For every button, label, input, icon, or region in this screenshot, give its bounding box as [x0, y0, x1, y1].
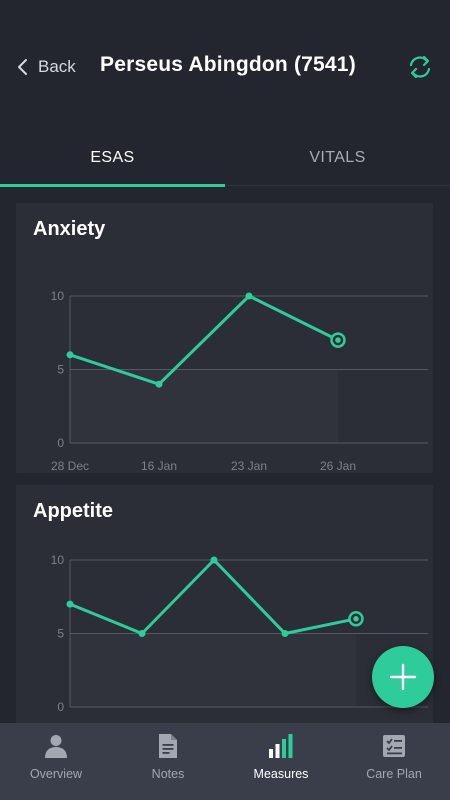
- data-point: [66, 351, 74, 359]
- y-tick-label: 5: [57, 627, 64, 641]
- document-icon: [159, 734, 177, 758]
- nav-care-plan[interactable]: Care Plan: [338, 723, 450, 800]
- appetite-chart-card[interactable]: 0 5 10 Appetite: [16, 485, 433, 723]
- y-tick-label: 0: [57, 436, 64, 450]
- data-point: [281, 630, 289, 637]
- sync-icon[interactable]: [405, 53, 435, 81]
- data-point: [210, 556, 218, 564]
- page-title: Perseus Abingdon (7541): [100, 53, 356, 76]
- back-button[interactable]: Back: [16, 54, 76, 80]
- y-tick-label: 10: [51, 289, 65, 303]
- nav-measures-label: Measures: [253, 767, 309, 781]
- nav-overview[interactable]: Overview: [0, 723, 112, 800]
- tab-vitals[interactable]: VITALS: [225, 130, 450, 186]
- nav-notes-label: Notes: [151, 767, 185, 781]
- tab-bar: ESAS VITALS: [0, 130, 450, 187]
- chart-title: Appetite: [33, 500, 113, 522]
- data-point: [138, 630, 146, 637]
- data-point: [245, 292, 253, 300]
- checklist-icon: [383, 735, 405, 757]
- nav-care-plan-label: Care Plan: [366, 767, 422, 781]
- x-tick-label: 28 Dec: [51, 459, 89, 473]
- nav-notes[interactable]: Notes: [112, 723, 224, 800]
- nav-overview-label: Overview: [29, 767, 83, 781]
- chart-shade: [70, 369, 338, 443]
- nav-measures[interactable]: Measures: [225, 723, 337, 800]
- x-tick-label: 23 Jan: [231, 459, 267, 473]
- y-tick-label: 5: [57, 363, 64, 377]
- latest-data-point-center: [353, 616, 359, 622]
- anxiety-chart: 0 5 10 28 Dec 16 Jan 23 Jan 26 Jan: [51, 289, 428, 473]
- series-line: [69, 294, 339, 386]
- measures-scroll-area[interactable]: 0 5 10 28 Dec 16 Jan 23 Jan 26 Jan Anxiety 0 5 1…: [0, 187, 450, 723]
- anxiety-chart-card[interactable]: 0 5 10 28 Dec 16 Jan 23 Jan 26 Jan Anxiety: [16, 203, 433, 473]
- active-tab-indicator: [0, 184, 225, 187]
- chart-title: Anxiety: [33, 218, 106, 240]
- tab-esas-label: ESAS: [90, 149, 135, 166]
- data-point: [155, 380, 163, 388]
- app-header: Back Perseus Abingdon (7541): [0, 0, 450, 130]
- person-icon: [45, 735, 67, 758]
- x-tick-label: 26 Jan: [320, 459, 356, 473]
- back-label: Back: [38, 57, 76, 76]
- chevron-left-icon: [18, 59, 27, 75]
- series-line: [69, 558, 357, 635]
- chart-shade: [70, 633, 356, 707]
- bottom-navigation: Overview Notes Measures Care Plan: [0, 723, 450, 800]
- data-point: [66, 600, 74, 608]
- appetite-chart: 0 5 10: [51, 553, 428, 714]
- plus-icon: [389, 663, 417, 691]
- bar-chart-icon: [269, 734, 293, 758]
- latest-data-point-center: [335, 337, 341, 343]
- x-tick-label: 16 Jan: [141, 459, 177, 473]
- y-tick-label: 10: [51, 553, 65, 567]
- tab-vitals-label: VITALS: [309, 149, 366, 166]
- add-measure-button[interactable]: [372, 646, 434, 708]
- y-tick-label: 0: [57, 700, 64, 714]
- tab-esas[interactable]: ESAS: [0, 130, 225, 187]
